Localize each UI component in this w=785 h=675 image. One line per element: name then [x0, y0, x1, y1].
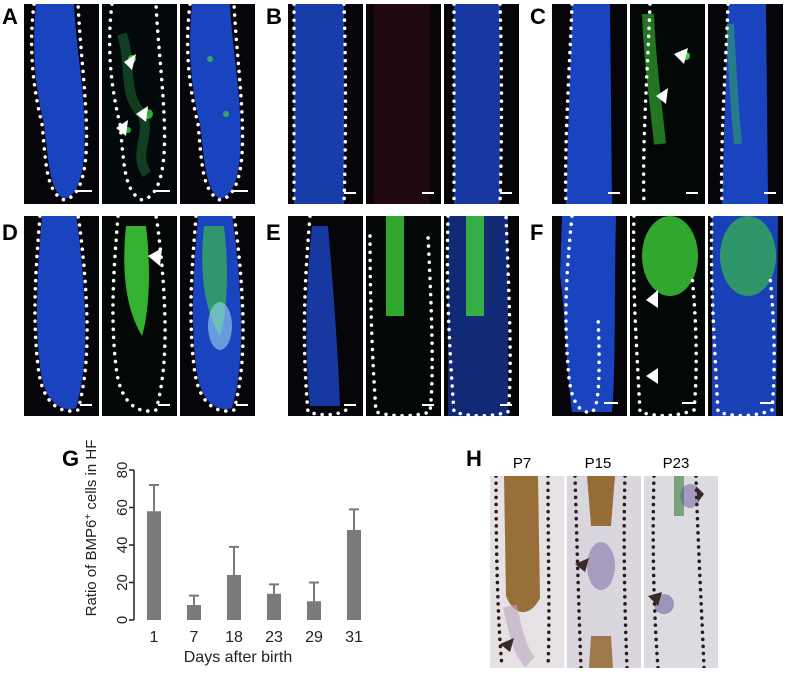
y-axis-label: Ratio of BMP6+ cells in HF — [84, 440, 100, 616]
micrograph-b-dapi — [288, 4, 363, 204]
panel-h-label-p7: P7 — [512, 455, 532, 472]
micrograph-b-merge — [444, 4, 519, 204]
panel-letter-e: E — [266, 220, 281, 245]
bar — [227, 575, 241, 620]
bar — [307, 601, 321, 620]
micrograph-d-dapi — [24, 216, 99, 416]
panel-letter-b: B — [266, 4, 282, 29]
bar — [187, 605, 201, 620]
panel-letter-f: F — [530, 220, 544, 245]
y-tick-label: 0 — [114, 616, 131, 624]
x-tick-label: 1 — [150, 629, 159, 646]
x-tick-label: 18 — [225, 629, 243, 646]
bar — [147, 511, 161, 620]
x-tick-label: 23 — [265, 629, 283, 646]
y-axis-label-superscript: + — [84, 514, 94, 520]
micrograph-d-merge — [180, 216, 255, 416]
x-axis: 1 7 18 23 29 31 — [150, 629, 363, 646]
panel-letter-c: C — [530, 4, 546, 29]
y-tick-label: 20 — [114, 574, 131, 591]
panel-letter-a: A — [2, 4, 18, 29]
y-axis-label-prefix: Ratio of BMP6 — [84, 520, 100, 617]
y-tick-label: 40 — [114, 537, 131, 554]
micrograph-e-merge — [444, 216, 519, 416]
y-tick-label: 60 — [114, 499, 131, 516]
micrograph-f-merge — [708, 216, 783, 416]
micrograph-a-bmp6 — [102, 4, 177, 204]
panel-h-label-p15: P15 — [584, 455, 612, 472]
chart-bmp6-ratio: 0 20 40 60 80 1 7 18 23 29 31 Ratio of BMP6+ cell… — [83, 440, 374, 670]
micrograph-a-merge — [180, 4, 255, 204]
micrograph-f-dapi — [552, 216, 627, 416]
micrograph-h-p23 — [644, 476, 718, 668]
bars — [147, 484, 361, 620]
y-axis-label-suffix: cells in HF — [84, 440, 100, 514]
x-axis-label: Days after birth — [184, 649, 292, 666]
micrograph-c-bmp6 — [630, 4, 705, 204]
chart-svg: 0 20 40 60 80 1 7 18 23 29 31 Ratio of BMP6+ cell… — [83, 440, 364, 666]
micrograph-d-bmp6 — [102, 216, 177, 416]
micrograph-c-merge — [708, 4, 783, 204]
x-tick-label: 29 — [305, 629, 323, 646]
y-axis: 0 20 40 60 80 — [114, 462, 135, 624]
y-tick-label: 80 — [114, 462, 131, 479]
micrograph-c-dapi — [552, 4, 627, 204]
panel-letter-d: D — [2, 220, 18, 245]
x-tick-label: 7 — [190, 629, 199, 646]
micrograph-h-p15 — [567, 476, 641, 668]
x-tick-label: 31 — [345, 629, 363, 646]
panel-letter-h: H — [466, 446, 482, 471]
micrograph-h-p7 — [490, 476, 564, 668]
micrograph-e-bmp6 — [366, 216, 441, 416]
micrograph-a-dapi — [24, 4, 99, 204]
micrograph-f-bmp6 — [630, 216, 705, 416]
bar — [267, 593, 281, 620]
bar — [347, 530, 361, 620]
panel-letter-g: G — [62, 446, 80, 471]
panel-h-label-p23: P23 — [662, 455, 690, 472]
micrograph-b-bmp6 — [366, 4, 441, 204]
micrograph-e-dapi — [288, 216, 363, 416]
